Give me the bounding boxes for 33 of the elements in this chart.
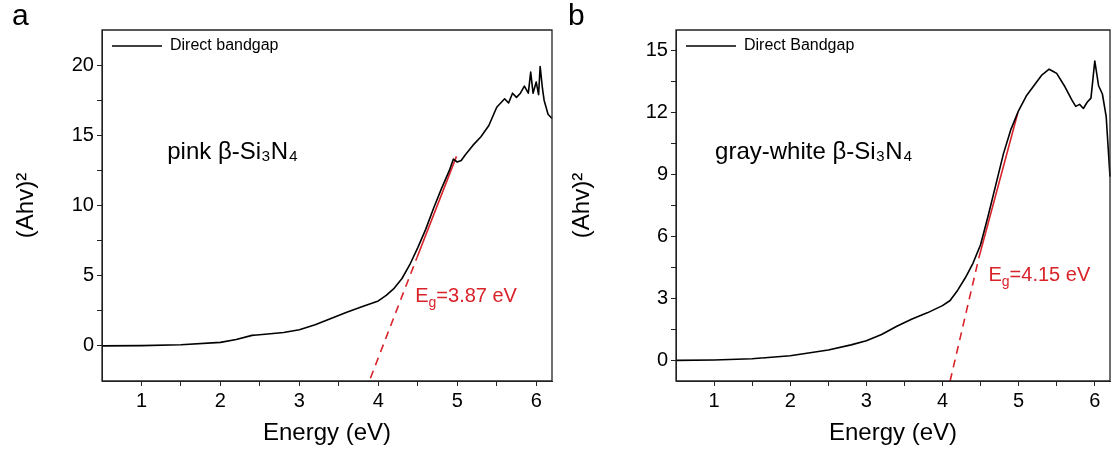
y-tick-label: 9 [656,162,668,185]
y-axis-title: (Ahv)² [567,172,595,239]
chart-title: b [568,0,585,32]
annotation: gray-white β-Si₃N₄ [715,137,913,165]
y-tick-label: 15 [645,38,668,61]
y-tick-label: 6 [656,223,668,246]
y-tick-label: 10 [71,193,94,216]
annotation: pink β-Si₃N₄ [167,137,298,165]
x-tick-label: 1 [135,388,148,411]
y-tick-label: 0 [656,347,668,370]
x-tick-label: 3 [860,388,872,411]
legend-label: Direct bandgap [170,36,279,54]
x-tick-label: 6 [1089,388,1101,411]
chart-title: a [12,0,29,32]
x-tick-label: 5 [451,388,463,411]
x-tick-label: 4 [936,388,949,411]
y-tick-label: 5 [82,263,94,286]
y-tick-label: 20 [71,52,94,75]
y-tick-label: 3 [656,285,668,308]
y-tick-label: 0 [82,333,94,356]
y-tick-label: 12 [645,100,668,123]
x-axis-title: Energy (eV) [262,418,392,446]
x-tick-label: 6 [530,388,542,411]
legend-label: Direct Bandgap [744,36,855,54]
x-tick-label: 2 [784,388,796,411]
y-tick-label: 15 [71,122,94,145]
x-tick-label: 4 [372,388,384,411]
y-axis-title: (Ahv)² [11,172,39,239]
x-tick-label: 3 [293,388,305,411]
x-tick-label: 1 [708,388,720,411]
x-axis-title: Energy (eV) [828,418,958,446]
x-tick-label: 5 [1013,388,1025,411]
x-tick-label: 2 [214,388,226,411]
